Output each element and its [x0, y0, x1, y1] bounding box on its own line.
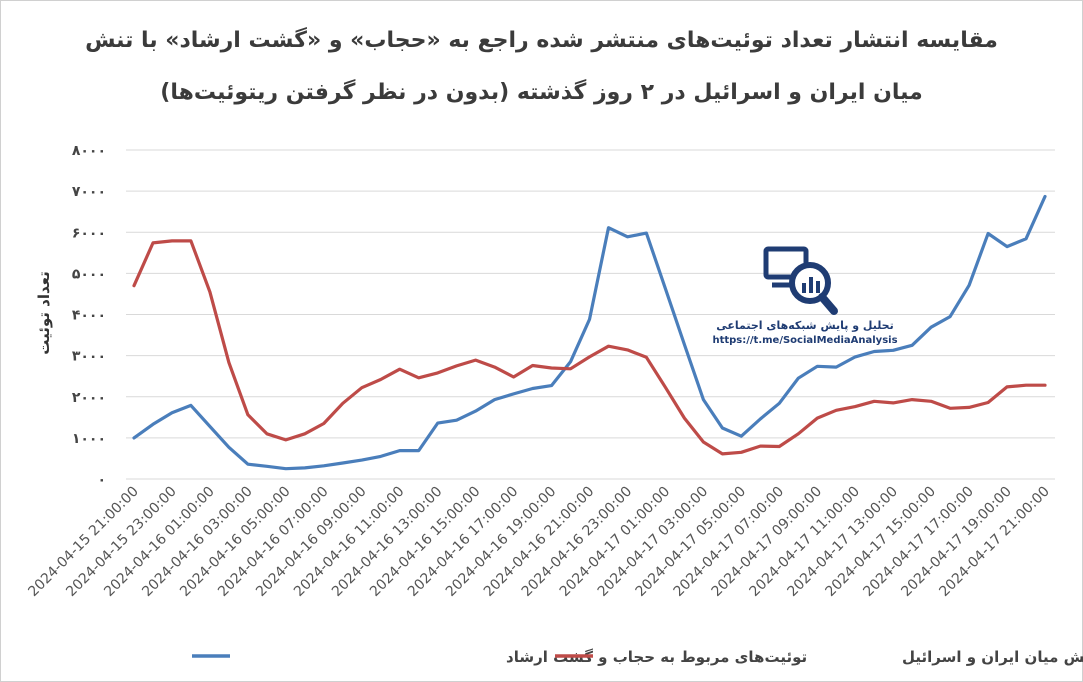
y-tick-label: ۷۰۰۰	[72, 184, 106, 200]
logo-name: تحلیل و پایش شبکه‌های اجتماعی	[716, 319, 894, 332]
y-tick-label: ۴۰۰۰	[72, 308, 106, 324]
series-line-1	[132, 194, 1047, 471]
chart-title-line-1: مقایسه انتشار تعداد توئیت‌های منتشر شده …	[85, 28, 998, 53]
chart-title-line-2: میان ایران و اسرائیل در ۲ روز گذشته (بدو…	[160, 80, 923, 105]
y-tick-label: ۰	[97, 472, 106, 488]
y-tick-label: ۳۰۰۰	[72, 349, 106, 365]
watermark-logo: تحلیل و پایش شبکه‌های اجتماعی https://t.…	[700, 245, 910, 355]
y-tick-label: ۵۰۰۰	[72, 266, 106, 282]
logo-url: https://t.me/SocialMediaAnalysis	[712, 335, 898, 346]
y-tick-label: ۶۰۰۰	[72, 225, 106, 241]
y-axis-label: تعداد توئیت	[35, 271, 53, 355]
legend-label-1: توئیت‌های مربوط به حجاب و گشت ارشاد	[506, 648, 807, 666]
y-tick-label: ۱۰۰۰	[72, 431, 106, 447]
legend-label-2: توئیت‌های مربوط به تنش میان ایران و اسرا…	[902, 648, 1083, 666]
series-line-2	[132, 239, 1047, 456]
y-tick-label: ۲۰۰۰	[72, 390, 106, 406]
y-tick-label: ۸۰۰۰	[72, 143, 106, 159]
analytics-magnifier-icon	[763, 246, 838, 315]
